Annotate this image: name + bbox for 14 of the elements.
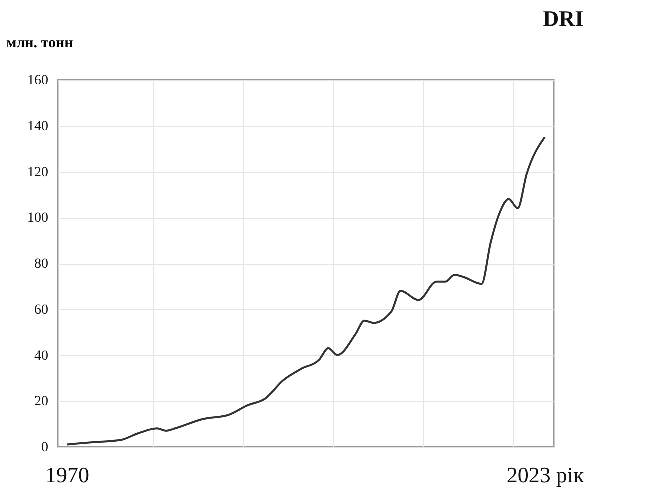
- y-tick-label: 40: [34, 348, 48, 364]
- y-axis-title: млн. тонн: [6, 36, 74, 52]
- y-tick-label: 120: [28, 165, 48, 180]
- y-tick-label: 60: [34, 302, 48, 318]
- chart-title: DRI: [543, 6, 584, 31]
- line-series: [66, 136, 546, 446]
- y-tick-label: 80: [34, 257, 48, 272]
- y-tick-label: 20: [34, 394, 48, 410]
- y-tick-label: 160: [28, 74, 48, 88]
- y-tick-label: 100: [28, 211, 48, 226]
- x-tick-label: 2023 рік: [506, 462, 584, 488]
- x-tick-label: 1970: [46, 462, 90, 488]
- y-tick-label: 0: [42, 440, 48, 456]
- y-tick-label: 140: [28, 119, 48, 134]
